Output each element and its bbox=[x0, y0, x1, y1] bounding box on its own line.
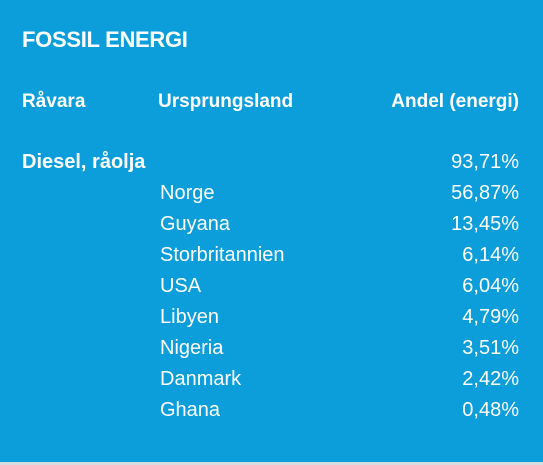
title: FOSSIL ENERGI bbox=[22, 27, 188, 52]
share: 56,87% bbox=[451, 182, 519, 204]
country: Storbritannien bbox=[160, 244, 285, 266]
country: Libyen bbox=[160, 306, 219, 328]
group-share: 93,71% bbox=[451, 151, 519, 173]
share: 0,48% bbox=[462, 399, 519, 421]
country: USA bbox=[160, 275, 202, 297]
share: 2,42% bbox=[462, 368, 519, 390]
share: 3,51% bbox=[462, 337, 519, 359]
share: 13,45% bbox=[451, 213, 519, 235]
column-header: Ursprungsland bbox=[158, 91, 294, 112]
share: 4,79% bbox=[462, 306, 519, 328]
share: 6,14% bbox=[462, 244, 519, 266]
country: Danmark bbox=[160, 368, 242, 390]
column-header: Råvara bbox=[22, 91, 86, 112]
column-header: Andel (energi) bbox=[391, 91, 519, 112]
group-name: Diesel, råolja bbox=[22, 151, 146, 173]
country: Ghana bbox=[160, 399, 221, 421]
country: Nigeria bbox=[160, 337, 224, 359]
share: 6,04% bbox=[462, 275, 519, 297]
country: Norge bbox=[160, 182, 215, 204]
country: Guyana bbox=[160, 213, 231, 235]
